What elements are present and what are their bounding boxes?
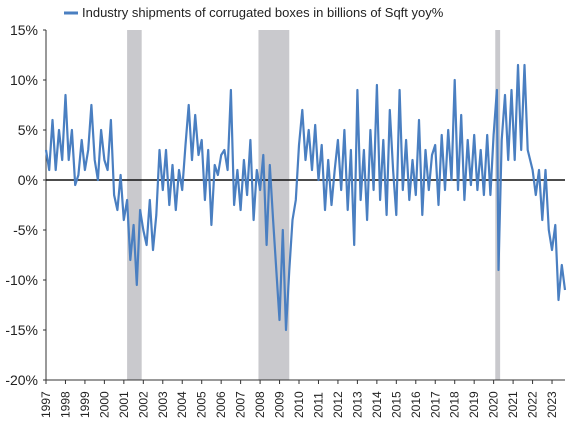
- series-line: [44, 63, 567, 332]
- x-tick-label: 2020: [487, 391, 501, 418]
- x-tick-label: 2006: [214, 391, 228, 418]
- y-tick-label: 15%: [10, 22, 38, 38]
- x-tick-label: 1998: [58, 391, 72, 418]
- recession-band: [127, 30, 142, 380]
- x-tick-label: 2016: [409, 391, 423, 418]
- x-tick-label: 2022: [526, 391, 540, 418]
- y-tick-label: -5%: [13, 222, 38, 238]
- y-tick-label: -10%: [5, 272, 38, 288]
- x-tick-label: 2004: [175, 391, 189, 418]
- x-tick-label: 2010: [292, 391, 306, 418]
- y-tick-label: -20%: [5, 372, 38, 388]
- x-tick-label: 2011: [311, 392, 325, 418]
- x-tick-label: 2014: [370, 391, 384, 418]
- recession-shading-layer: [127, 30, 501, 380]
- x-tick-label: 2003: [156, 391, 170, 418]
- x-tick-label: 2009: [273, 391, 287, 418]
- x-tick-label: 2005: [195, 391, 209, 418]
- recession-band: [258, 30, 290, 380]
- x-tick-label: 2002: [136, 391, 150, 418]
- x-tick-label: 2021: [506, 391, 520, 418]
- x-tick-label: 1999: [78, 391, 92, 418]
- x-tick-label: 2019: [467, 391, 481, 418]
- x-tick-label: 2007: [234, 391, 248, 418]
- y-tick-label: 5%: [18, 122, 38, 138]
- x-tick-label: 2018: [448, 391, 462, 418]
- x-tick-label: 2001: [117, 391, 131, 418]
- x-tick-label: 2012: [331, 391, 345, 418]
- y-tick-label: 10%: [10, 72, 38, 88]
- legend: Industry shipments of corrugated boxes i…: [64, 5, 444, 20]
- x-tick-label: 2013: [350, 391, 364, 418]
- y-tick-label: 0%: [18, 172, 38, 188]
- legend-label: Industry shipments of corrugated boxes i…: [82, 5, 444, 20]
- x-tick-label: 2008: [253, 391, 267, 418]
- y-tick-label: -15%: [5, 322, 38, 338]
- x-tick-label: 2017: [428, 391, 442, 418]
- x-tick-label: 2000: [97, 391, 111, 418]
- x-tick-label: 1997: [39, 391, 53, 418]
- x-tick-label: 2015: [389, 391, 403, 418]
- x-tick-label: 2023: [545, 391, 559, 418]
- series-layer: [44, 63, 567, 332]
